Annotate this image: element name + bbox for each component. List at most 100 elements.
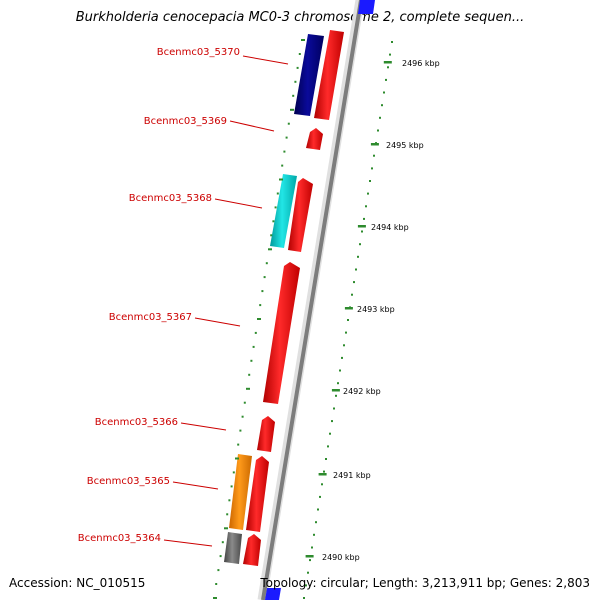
ruler-dot	[294, 80, 297, 83]
ruler-dot	[270, 234, 273, 237]
major-tick	[370, 143, 379, 146]
ruler-dot	[373, 154, 375, 157]
ruler-dot	[237, 443, 240, 446]
ruler-dot	[391, 41, 393, 43]
tick-label: 2496 kbp	[402, 59, 440, 68]
ruler-dot	[323, 470, 325, 473]
tick-label: 2493 kbp	[357, 305, 395, 314]
ruler-dot	[230, 485, 233, 488]
ruler-dot	[219, 555, 222, 558]
gene-arrow-5370	[314, 30, 344, 120]
ruler-dot	[301, 39, 305, 41]
ruler-dot	[317, 508, 319, 511]
ruler-dot	[254, 331, 257, 334]
tick-label: 2490 kbp	[322, 553, 360, 562]
ruler-dot	[257, 318, 261, 320]
gene-label: Bcenmc03_5368	[129, 193, 212, 204]
ruler-dot	[215, 583, 218, 585]
tick-label: 2492 kbp	[343, 387, 381, 396]
ruler-dot	[290, 108, 294, 111]
accession-text: Accession: NC_010515	[9, 576, 146, 590]
gene-label: Bcenmc03_5366	[95, 417, 178, 428]
ruler-dot	[307, 571, 309, 574]
gene-arrow-5365	[246, 456, 269, 532]
ruler-dot	[315, 521, 317, 524]
ruler-dot	[285, 136, 288, 139]
major-tick	[357, 225, 366, 228]
kbp-tick-labels: 2496 kbp 2495 kbp 2494 kbp 2493 kbp 2492…	[322, 59, 440, 562]
ruler-dot	[228, 499, 231, 502]
ruler-dot	[385, 78, 387, 81]
ruler-dot	[343, 344, 345, 347]
ruler-dot	[241, 415, 244, 418]
ruler-dot	[246, 387, 250, 390]
companion-block-cyan	[270, 174, 297, 248]
ruler-dot	[221, 541, 224, 544]
ruler-dot	[243, 401, 246, 404]
ruler-dot	[367, 192, 369, 195]
ruler-dot	[377, 129, 379, 132]
ruler-dot	[361, 230, 363, 233]
ruler-dot	[347, 319, 349, 321]
ruler-dot	[235, 457, 239, 460]
ruler-dot	[292, 94, 295, 97]
ruler-dot	[248, 373, 251, 376]
gene-arrow-5368	[288, 178, 313, 252]
gene-arrow-5364	[243, 534, 261, 566]
ruler-dot	[283, 150, 286, 153]
major-tick	[305, 555, 314, 558]
major-tick	[318, 473, 327, 476]
ruler-dot	[309, 559, 311, 562]
tick-label: 2494 kbp	[371, 223, 409, 232]
ruler-dot	[351, 293, 353, 296]
gene-arrow-5366	[257, 416, 275, 452]
ruler-dot	[369, 180, 371, 182]
major-tick	[344, 307, 353, 310]
ruler-dot	[287, 122, 290, 125]
ruler-dot	[363, 217, 365, 220]
gene-label: Bcenmc03_5370	[157, 47, 240, 58]
ruler-dot	[213, 597, 217, 599]
ruler-dot	[355, 268, 357, 271]
ruler-dot	[259, 304, 262, 307]
ruler-dot	[359, 243, 361, 246]
ruler-dot	[250, 359, 253, 362]
ruler-dot	[224, 527, 228, 530]
ruler-dot	[329, 432, 331, 435]
ruler-dot	[311, 546, 313, 549]
inner-ruler-dots	[213, 39, 305, 599]
ruler-dot	[339, 369, 341, 372]
ruler-dot	[263, 276, 266, 279]
forward-strand-features	[243, 30, 344, 566]
ruler-dot	[276, 192, 279, 195]
ruler-dot	[387, 66, 389, 69]
ruler-dot	[303, 597, 305, 599]
ruler-dot	[381, 104, 383, 107]
ruler-dot	[379, 116, 381, 119]
ruler-dot	[353, 281, 355, 284]
ruler-dot	[321, 483, 323, 486]
ruler-dot	[383, 91, 385, 94]
companion-block-gray	[224, 532, 242, 564]
ruler-dot	[357, 255, 359, 258]
major-tick	[383, 61, 392, 64]
ruler-dot	[272, 220, 275, 223]
backbone	[257, 0, 375, 600]
ruler-dot	[296, 66, 299, 69]
ruler-dot	[333, 407, 335, 410]
gene-label: Bcenmc03_5364	[78, 533, 161, 544]
ruler-dot	[313, 533, 315, 536]
ruler-dot	[268, 248, 272, 251]
ruler-dot	[226, 513, 229, 516]
ruler-dot	[252, 345, 255, 348]
ruler-dot	[337, 382, 339, 385]
ruler-dot	[331, 420, 333, 423]
ruler-dot	[319, 495, 321, 498]
gene-label: Bcenmc03_5369	[144, 116, 227, 127]
companion-block-navy	[294, 34, 324, 116]
ruler-dot	[261, 290, 264, 293]
companion-features	[224, 34, 324, 564]
outer-ruler	[303, 41, 393, 599]
